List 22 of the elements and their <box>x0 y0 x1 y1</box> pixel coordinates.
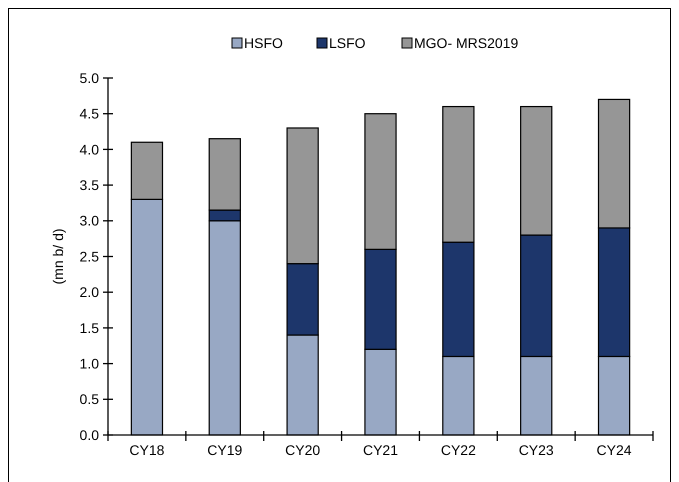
y-tick-label: 0.5 <box>80 391 100 408</box>
y-tick-label: 5.0 <box>80 70 100 86</box>
x-tick-label: CY19 <box>207 442 243 458</box>
y-tick-label: 1.0 <box>80 356 100 372</box>
y-tick-label: 2.0 <box>80 284 100 300</box>
y-tick-label: 0.0 <box>80 426 100 443</box>
x-tick-label: CY20 <box>285 442 320 458</box>
y-tick-label: 4.5 <box>80 106 100 122</box>
x-tick-label: CY23 <box>518 442 554 458</box>
legend-label: HSFO <box>244 35 283 51</box>
legend-label: LSFO <box>329 35 366 51</box>
y-axis-title: (mn b/ d) <box>50 228 66 285</box>
legend-label: MGO- MRS2019 <box>414 35 518 51</box>
x-tick-label: CY21 <box>362 442 398 458</box>
y-tick-label: 3.5 <box>80 177 100 193</box>
y-tick-label: 2.5 <box>80 248 100 264</box>
y-tick-label: 1.5 <box>80 320 100 336</box>
x-tick-label: CY18 <box>129 442 165 458</box>
y-tick-label: 4.0 <box>80 141 100 158</box>
x-tick-label: CY22 <box>440 442 476 458</box>
x-tick-label: CY24 <box>596 442 632 458</box>
y-tick-label: 3.0 <box>80 212 100 229</box>
